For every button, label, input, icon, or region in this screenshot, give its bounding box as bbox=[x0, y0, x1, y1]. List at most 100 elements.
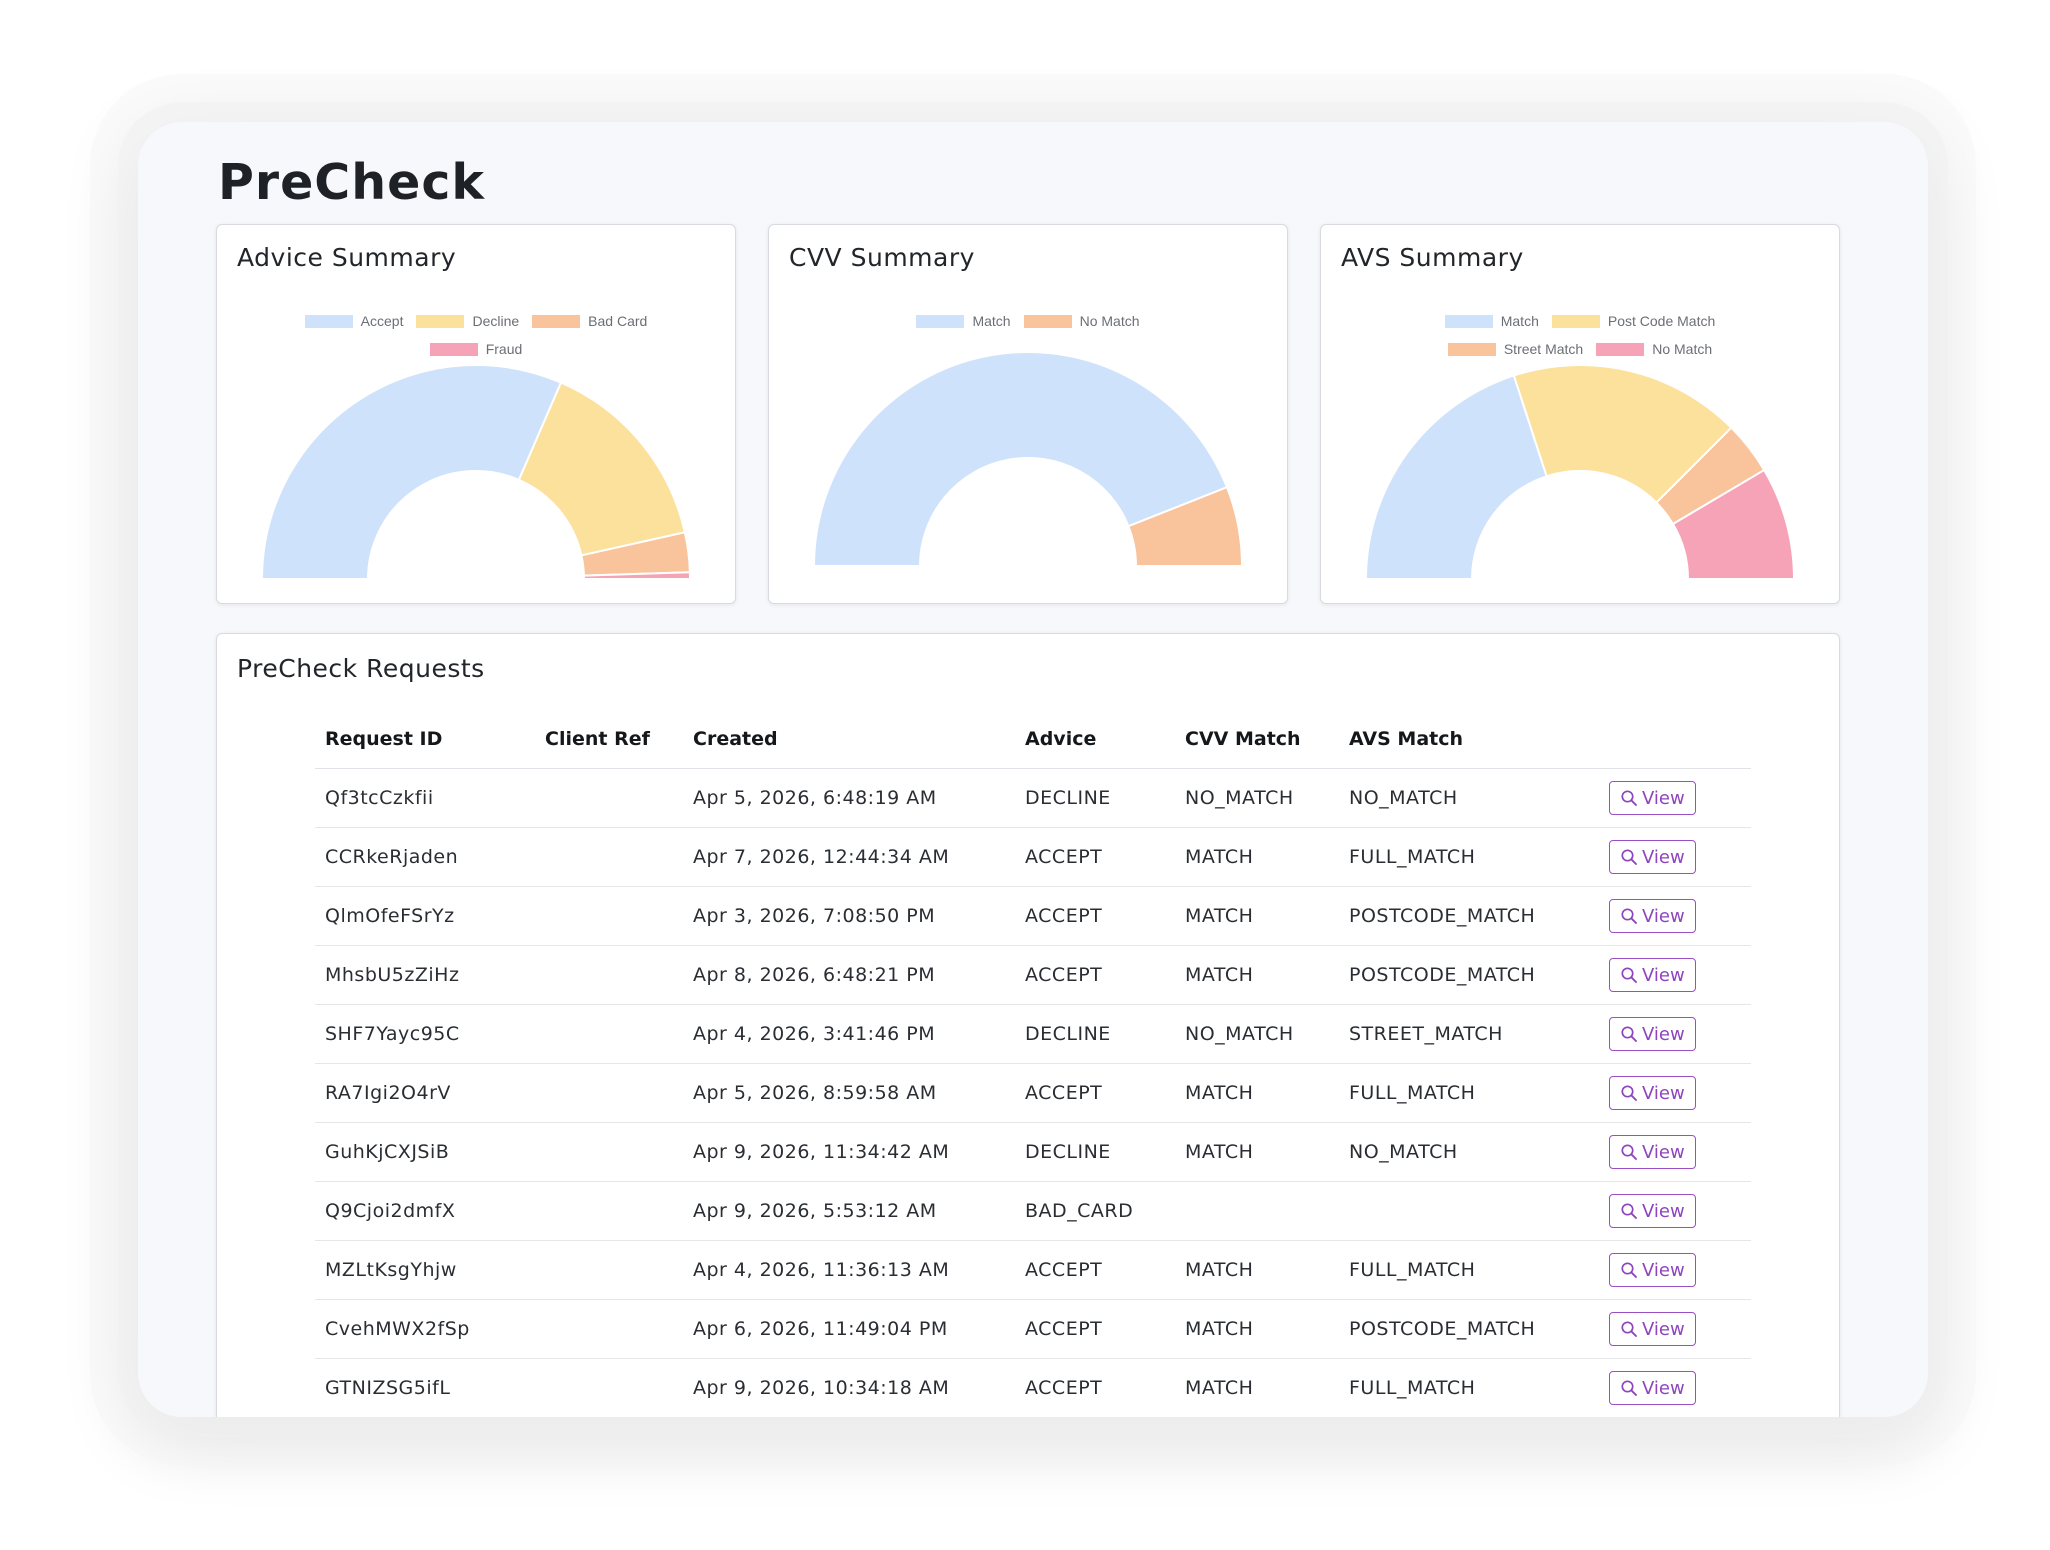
legend-swatch bbox=[429, 342, 478, 356]
cell-actions: View bbox=[1599, 1181, 1751, 1241]
legend-item[interactable]: No Match bbox=[1023, 313, 1140, 329]
cell-cvv-match: MATCH bbox=[1175, 1240, 1339, 1300]
cell-cvv-match: NO_MATCH bbox=[1175, 768, 1339, 828]
cell-actions: View bbox=[1599, 768, 1751, 828]
magnifier-icon bbox=[1621, 1144, 1637, 1160]
view-button[interactable]: View bbox=[1609, 1135, 1696, 1169]
cell-request-id: CvehMWX2fSp bbox=[315, 1299, 535, 1359]
cell-actions: View bbox=[1599, 1122, 1751, 1182]
gauge-segment-no-match[interactable] bbox=[1671, 468, 1796, 580]
table-row: MhsbU5zZiHz Apr 8, 2026, 6:48:21 PM ACCEPT… bbox=[315, 945, 1751, 1005]
view-button-label: View bbox=[1642, 905, 1685, 927]
legend-item[interactable]: Fraud bbox=[429, 341, 522, 357]
cell-client-ref bbox=[535, 945, 683, 1005]
avs-legend: Match Post Code Match Street Match No Match bbox=[1321, 307, 1839, 363]
magnifier-icon bbox=[1621, 1321, 1637, 1337]
column-header-actions bbox=[1599, 710, 1751, 769]
legend-swatch bbox=[304, 314, 353, 328]
table-row: Q9Cjoi2dmfX Apr 9, 2026, 5:53:12 AM BAD_CA… bbox=[315, 1181, 1751, 1241]
magnifier-icon bbox=[1621, 1085, 1637, 1101]
legend-label: No Match bbox=[1652, 341, 1713, 357]
magnifier-icon bbox=[1621, 1380, 1637, 1396]
view-button-label: View bbox=[1642, 1200, 1685, 1222]
cell-avs-match: FULL_MATCH bbox=[1339, 1358, 1599, 1417]
gauge-segment-decline[interactable] bbox=[517, 381, 687, 557]
cell-client-ref bbox=[535, 1358, 683, 1417]
legend-item[interactable]: No Match bbox=[1596, 341, 1712, 357]
cell-client-ref bbox=[535, 1181, 683, 1241]
cell-created: Apr 5, 2026, 8:59:58 AM bbox=[683, 1063, 1015, 1123]
avs-summary-card: AVS Summary Match Post Code Match Street M… bbox=[1320, 224, 1840, 604]
cell-client-ref bbox=[535, 768, 683, 828]
legend-swatch bbox=[1551, 314, 1600, 328]
cell-avs-match: FULL_MATCH bbox=[1339, 1063, 1599, 1123]
view-button-label: View bbox=[1642, 1259, 1685, 1281]
cell-created: Apr 3, 2026, 7:08:50 PM bbox=[683, 886, 1015, 946]
cell-created: Apr 9, 2026, 10:34:18 AM bbox=[683, 1358, 1015, 1417]
legend-swatch bbox=[916, 314, 965, 328]
gauge-segment-accept[interactable] bbox=[260, 364, 563, 580]
magnifier-icon bbox=[1621, 849, 1637, 865]
cell-avs-match: NO_MATCH bbox=[1339, 1122, 1599, 1182]
cell-avs-match: FULL_MATCH bbox=[1339, 827, 1599, 887]
legend-label: Post Code Match bbox=[1607, 313, 1716, 329]
legend-label: Decline bbox=[472, 313, 520, 329]
gauge-segment-fraud[interactable] bbox=[582, 571, 692, 580]
cell-advice: DECLINE bbox=[1015, 1122, 1175, 1182]
gauge-segment-no-match[interactable] bbox=[1127, 485, 1244, 567]
cvv-summary-card: CVV Summary Match No Match bbox=[768, 224, 1288, 604]
column-header-advice: Advice bbox=[1015, 710, 1175, 769]
column-header-request-id: Request ID bbox=[315, 710, 535, 769]
cell-advice: ACCEPT bbox=[1015, 945, 1175, 1005]
cell-actions: View bbox=[1599, 1358, 1751, 1417]
magnifier-icon bbox=[1621, 908, 1637, 924]
view-button[interactable]: View bbox=[1609, 1371, 1696, 1405]
view-button[interactable]: View bbox=[1609, 1253, 1696, 1287]
legend-label: Street Match bbox=[1503, 341, 1584, 357]
view-button[interactable]: View bbox=[1609, 1194, 1696, 1228]
cell-request-id: SHF7Yayc95C bbox=[315, 1004, 535, 1064]
legend-item[interactable]: Decline bbox=[416, 313, 519, 329]
column-header-client-ref: Client Ref bbox=[535, 710, 683, 769]
legend-label: Accept bbox=[360, 313, 404, 329]
legend-item[interactable]: Match bbox=[916, 313, 1011, 329]
view-button[interactable]: View bbox=[1609, 840, 1696, 874]
cell-created: Apr 4, 2026, 11:36:13 AM bbox=[683, 1240, 1015, 1300]
view-button[interactable]: View bbox=[1609, 899, 1696, 933]
view-button[interactable]: View bbox=[1609, 1312, 1696, 1346]
view-button-label: View bbox=[1642, 1141, 1685, 1163]
legend-swatch bbox=[1023, 314, 1072, 328]
cell-client-ref bbox=[535, 1299, 683, 1359]
gauge-segment-match[interactable] bbox=[1364, 374, 1548, 580]
cell-client-ref bbox=[535, 827, 683, 887]
table-row: GuhKjCXJSiB Apr 9, 2026, 11:34:42 AM DECLI… bbox=[315, 1122, 1751, 1182]
view-button[interactable]: View bbox=[1609, 1076, 1696, 1110]
legend-label: No Match bbox=[1079, 313, 1140, 329]
gauge-segment-post-code-match[interactable] bbox=[1512, 364, 1733, 505]
legend-item[interactable]: Accept bbox=[304, 313, 404, 329]
view-button[interactable]: View bbox=[1609, 958, 1696, 992]
gauge-segment-match[interactable] bbox=[812, 351, 1229, 567]
cell-cvv-match: MATCH bbox=[1175, 1299, 1339, 1359]
cell-request-id: MZLtKsgYhjw bbox=[315, 1240, 535, 1300]
app-window: PreCheck Advice Summary Accept Decline Bad… bbox=[138, 122, 1928, 1417]
view-button[interactable]: View bbox=[1609, 1017, 1696, 1051]
cell-created: Apr 6, 2026, 11:49:04 PM bbox=[683, 1299, 1015, 1359]
avs-gauge bbox=[1364, 364, 1796, 580]
advice-summary-title: Advice Summary bbox=[237, 243, 457, 272]
cell-avs-match: STREET_MATCH bbox=[1339, 1004, 1599, 1064]
advice-summary-card: Advice Summary Accept Decline Bad Card Frau… bbox=[216, 224, 736, 604]
legend-item[interactable]: Street Match bbox=[1447, 341, 1584, 357]
cell-advice: BAD_CARD bbox=[1015, 1181, 1175, 1241]
cvv-gauge bbox=[812, 351, 1244, 567]
requests-card: PreCheck Requests Request ID Client Ref … bbox=[216, 633, 1840, 1417]
view-button[interactable]: View bbox=[1609, 781, 1696, 815]
requests-table: Request ID Client Ref Created Advice CVV… bbox=[315, 710, 1751, 1417]
legend-item[interactable]: Post Code Match bbox=[1551, 313, 1716, 329]
table-row: GTNIZSG5ifL Apr 9, 2026, 10:34:18 AM ACCEP… bbox=[315, 1358, 1751, 1417]
magnifier-icon bbox=[1621, 967, 1637, 983]
legend-item[interactable]: Match bbox=[1444, 313, 1539, 329]
cell-actions: View bbox=[1599, 1240, 1751, 1300]
legend-item[interactable]: Bad Card bbox=[532, 313, 647, 329]
legend-swatch bbox=[1447, 342, 1496, 356]
